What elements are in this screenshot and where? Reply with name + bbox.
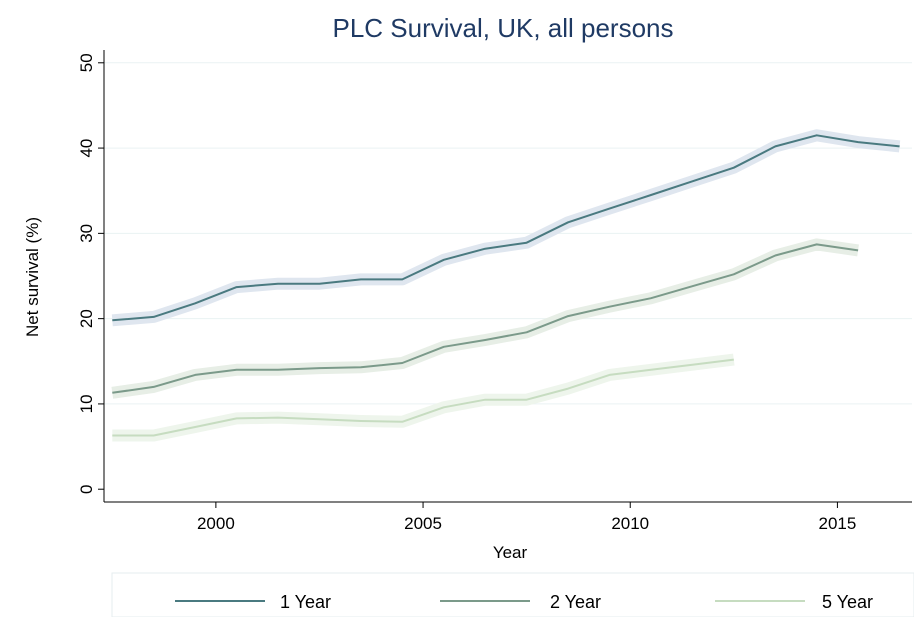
gridlines [104, 62, 912, 405]
series-line-5-year [112, 358, 734, 437]
legend-box [111, 572, 914, 617]
x-tick-label: 2015 [819, 514, 857, 533]
y-tick-label: 20 [77, 309, 96, 328]
confidence-bands [111, 129, 901, 442]
x-tick-label: 2005 [404, 514, 442, 533]
legend-label-1-year: 1 Year [280, 592, 331, 612]
series-line-1-year [112, 134, 900, 322]
x-axis-label: Year [493, 543, 528, 562]
y-tick-label: 50 [77, 53, 96, 72]
legend-label-2-year: 2 Year [550, 592, 601, 612]
y-tick-label: 40 [77, 139, 96, 158]
x-axis-ticks: 2000 2005 2010 2015 [197, 502, 856, 533]
series-lines [112, 134, 900, 437]
legend-label-5-year: 5 Year [822, 592, 873, 612]
y-tick-label: 10 [77, 394, 96, 413]
y-tick-label: 30 [77, 224, 96, 243]
series-line-2-year [112, 243, 859, 394]
y-axis-ticks: 0 10 20 30 40 50 [77, 53, 104, 494]
y-axis-label: Net survival (%) [23, 217, 42, 337]
series-band-1-year [111, 129, 901, 327]
x-tick-label: 2000 [197, 514, 235, 533]
x-tick-label: 2010 [611, 514, 649, 533]
y-tick-label: 0 [77, 484, 96, 493]
axes [103, 50, 912, 503]
legend: 1 Year 2 Year 5 Year [175, 592, 873, 612]
chart-title: PLC Survival, UK, all persons [332, 13, 673, 43]
